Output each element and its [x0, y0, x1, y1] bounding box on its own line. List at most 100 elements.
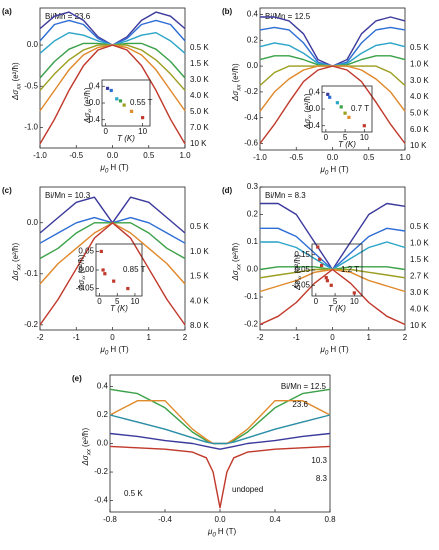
label-unit: (e²/ħ) [11, 62, 20, 81]
label-symbol: μ [320, 345, 326, 354]
label-subscript: 0 [325, 349, 329, 356]
y-tick-label: -0.2 [94, 467, 108, 476]
curve [260, 227, 406, 271]
series-label: Bi/Mn = 12.5 [281, 382, 327, 391]
x-tick-label: 0.0 [214, 515, 226, 524]
series-label: 5.0 K [410, 108, 429, 117]
label-unit: (e²/ħ) [231, 63, 240, 82]
y-tick-label: -0.4 [244, 113, 258, 122]
series-label: 8.3 [316, 474, 328, 483]
label-subscript: 0 [212, 531, 216, 538]
x-tick-label: 0 [110, 333, 115, 342]
series-label: 1.0 K [410, 59, 429, 68]
inset-point [343, 111, 347, 115]
y-tick-label: 0.15 [294, 250, 310, 259]
x-tick-label: 0.0 [107, 151, 119, 160]
x-tick-label: 5 [115, 297, 120, 306]
label-subscript: xx [85, 448, 92, 456]
inset-xlabel: T (K) [117, 134, 135, 143]
annotation: 0.5 K [124, 489, 143, 498]
inset-point [320, 263, 324, 268]
curve-halo [39, 44, 186, 145]
inset-point [99, 249, 103, 254]
panel-label: (d) [222, 186, 233, 195]
curve [259, 42, 406, 67]
label-unit: (e²/ħ) [77, 254, 86, 273]
series-label: 3.0 K [410, 76, 429, 85]
label-subscript: 0 [105, 167, 109, 174]
y-tick-label: -0.5 [24, 81, 38, 90]
label-subscript: xx [235, 263, 242, 271]
x-tick-label: 1.0 [179, 151, 191, 160]
x-tick-label: 10 [360, 133, 369, 142]
y-tick-label: 0.0 [89, 98, 101, 107]
inset-point [352, 291, 356, 295]
curve-halo [39, 42, 186, 79]
y-tick-label: -0.2 [244, 87, 258, 96]
series-label: 10 K [190, 139, 207, 148]
label-symbol: Δσ [81, 454, 90, 466]
series-label: 8.0 K [190, 321, 209, 330]
x-tick-label: -1 [73, 333, 81, 342]
series-label: 10.3 [311, 456, 327, 465]
label-symbol: μ [320, 165, 326, 174]
label-subscript: xx [235, 84, 242, 92]
inset-point [103, 272, 107, 276]
curve-halo [259, 42, 406, 67]
x-tick-label: 10 [350, 297, 359, 306]
x-tick-label: 0 [330, 333, 335, 342]
inset-point [126, 286, 130, 291]
y-tick-label: 0.0 [27, 218, 39, 227]
series-label: 4.0 K [410, 305, 429, 314]
y-tick-label: 0.1 [247, 237, 259, 246]
label-subscript: xx [15, 83, 22, 91]
inset-point [122, 103, 126, 107]
y-tick-label: 0.00 [78, 265, 94, 274]
label-unit: (e²/ħ) [81, 428, 90, 447]
inset-point [105, 86, 110, 90]
curve [39, 216, 186, 244]
inset-annotation: 0.7 T [351, 104, 369, 113]
label-unit: H (T) [218, 527, 237, 536]
curve-halo [259, 65, 406, 112]
axis-label: μ0 H (T) [320, 165, 349, 176]
curve-halo [260, 202, 406, 271]
series-label: 10 K [410, 321, 427, 330]
inset-point [316, 245, 320, 249]
label-symbol: Δσ [231, 90, 240, 102]
y-tick-label: -0.4 [86, 115, 100, 124]
series-label: 1.5 K [190, 59, 209, 68]
inset-point [318, 257, 322, 261]
series-label: 1.0 K [190, 247, 209, 256]
label-symbol: μ [207, 527, 213, 536]
x-tick-label: 0 [324, 133, 329, 142]
y-tick-label: 0.3 [247, 182, 259, 191]
plot-frame [39, 7, 186, 149]
series-label: 0.5 K [190, 43, 209, 52]
y-tick-label: -0.4 [306, 121, 320, 130]
y-tick-label: 0.0 [247, 61, 259, 70]
x-tick-label: -0.5 [69, 151, 83, 160]
series-label: 10 K [410, 141, 427, 150]
label-unit: (e²/ħ) [83, 87, 92, 106]
y-tick-label: 0.0 [309, 104, 321, 113]
inset-point [101, 268, 105, 272]
axis-label: μ0 H (T) [207, 527, 236, 538]
x-tick-label: -2 [36, 333, 44, 342]
curve-halo [259, 268, 406, 279]
curve [260, 241, 406, 271]
y-tick-label: -0.05 [292, 280, 311, 289]
label-unit: (e²/ħ) [293, 254, 302, 273]
inset-point [326, 92, 330, 96]
curve [39, 19, 186, 46]
curve [259, 268, 406, 279]
x-tick-label: 1 [367, 333, 372, 342]
axis-label: Δσxx (e²/ħ) [11, 62, 22, 101]
axis-label: Δσxx (e²/ħ) [77, 254, 86, 291]
x-tick-label: -1.0 [253, 153, 267, 162]
label-unit: H (T) [110, 345, 129, 354]
series-label: 4.0 K [410, 92, 429, 101]
curve [39, 32, 186, 54]
series-label: 2.7 K [410, 272, 429, 281]
x-tick-label: 0.5 [363, 153, 375, 162]
